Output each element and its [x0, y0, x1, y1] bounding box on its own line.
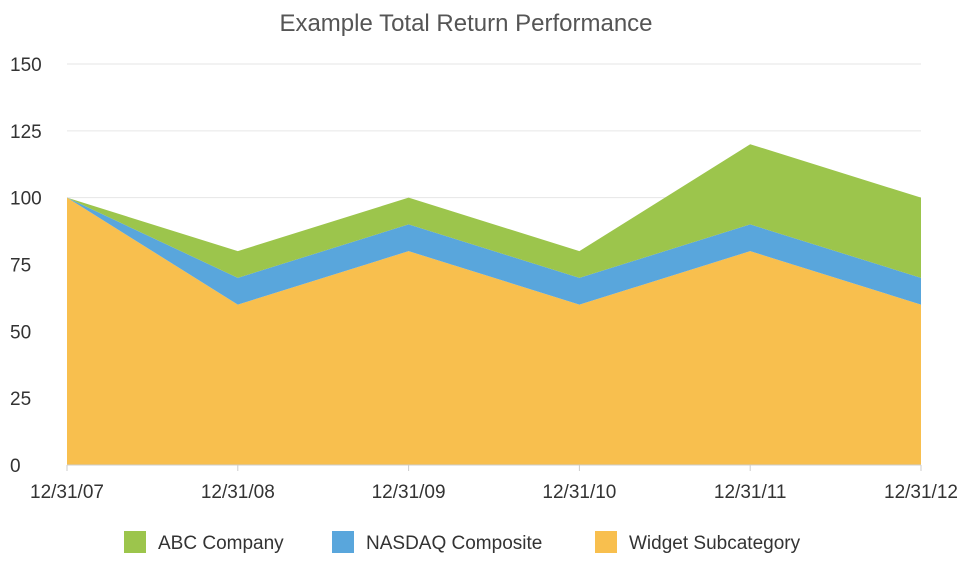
y-tick-label: 75 — [10, 256, 31, 277]
legend: ABC Company NASDAQ Composite Widget Subcat… — [124, 531, 801, 554]
x-tick-label: 12/31/12 — [884, 482, 958, 503]
y-tick-label: 150 — [10, 55, 42, 76]
legend-swatch — [332, 531, 354, 553]
axis-layer: 12/31/07 12/31/08 12/31/09 12/31/10 12/31/11… — [30, 464, 958, 503]
legend-label: Widget Subcategory — [629, 533, 801, 554]
legend-item[interactable]: NASDAQ Composite — [332, 531, 542, 554]
area-series-nasdaq-composite — [67, 197, 921, 305]
y-tick-label: 50 — [10, 322, 31, 343]
y-tick-label: 125 — [10, 122, 42, 143]
legend-item[interactable]: Widget Subcategory — [595, 531, 801, 554]
legend-swatch — [595, 531, 617, 553]
y-tick-label: 100 — [10, 189, 42, 210]
legend-swatch — [124, 531, 146, 553]
area-series-abc-company — [67, 144, 921, 278]
y-tick-label: 25 — [10, 389, 31, 410]
area-series-widget-subcategory — [67, 197, 921, 465]
chart-title: Example Total Return Performance — [279, 10, 652, 37]
x-tick-label: 12/31/11 — [714, 482, 787, 503]
x-tick-label: 12/31/07 — [30, 482, 104, 503]
y-tick-label: 0 — [10, 456, 21, 477]
legend-item[interactable]: ABC Company — [124, 531, 284, 554]
x-tick-label: 12/31/09 — [372, 482, 446, 503]
legend-label: NASDAQ Composite — [366, 533, 542, 554]
x-tick-label: 12/31/10 — [542, 482, 616, 503]
x-tick-label: 12/31/08 — [201, 482, 275, 503]
legend-label: ABC Company — [158, 533, 284, 554]
area-layer — [67, 144, 921, 465]
